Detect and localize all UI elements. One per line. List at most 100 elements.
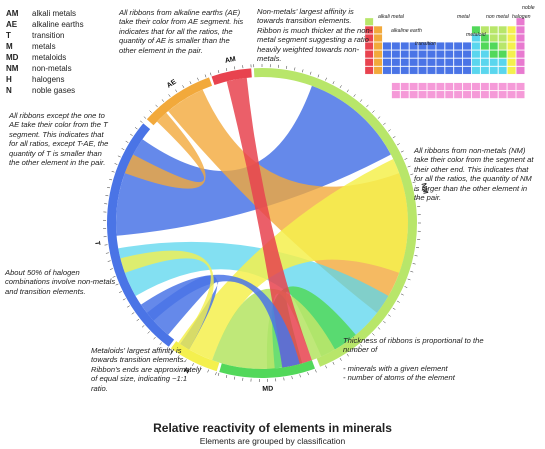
- segment-tick: [353, 349, 356, 352]
- segment-label-h: H: [183, 367, 191, 376]
- legend-name: alkaline earths: [32, 20, 84, 29]
- segment-tick: [207, 369, 209, 373]
- segment-tick: [189, 81, 192, 85]
- segment-tick: [192, 363, 194, 367]
- segment-tick: [215, 372, 217, 376]
- segment-tick: [325, 365, 327, 369]
- legend-item: AE alkaline earths: [6, 19, 84, 30]
- segment-tick: [325, 77, 327, 81]
- segment-tick: [407, 278, 411, 281]
- segment-tick: [414, 189, 418, 191]
- legend-abbr: MD: [6, 53, 19, 62]
- segment-tick: [155, 104, 158, 108]
- legend-abbr: M: [6, 42, 13, 51]
- segment-tick: [107, 260, 111, 262]
- segment-tick: [404, 158, 408, 160]
- segment-tick: [383, 320, 386, 324]
- segment-tick: [114, 163, 118, 165]
- segment-tick: [392, 136, 396, 139]
- segment-tick: [182, 85, 185, 89]
- segment-tick: [168, 94, 171, 97]
- legend-name: noble gases: [32, 86, 76, 95]
- segment-tick: [118, 291, 122, 293]
- legend-name: alkali metals: [32, 9, 77, 18]
- chart-title: Relative reactivity of elements in miner…: [153, 421, 392, 435]
- segment-label-t: T: [93, 241, 101, 247]
- segment-arc-am: [211, 68, 252, 85]
- note-transition: All ribbons except the one to AE take th…: [9, 111, 109, 168]
- segment-tick: [410, 173, 414, 176]
- segment-tick: [134, 127, 138, 130]
- chord-ribbon: [124, 112, 206, 189]
- segment-tick: [111, 170, 115, 173]
- segment-tick: [109, 178, 113, 181]
- chord-ribbon: [140, 274, 300, 368]
- legend-item: NM non-metals: [6, 63, 84, 74]
- segment-tick: [107, 186, 111, 189]
- segment-tick: [204, 74, 207, 78]
- chord-ribbon: [178, 158, 408, 361]
- legend-name: non-metals: [32, 64, 72, 73]
- note-thickness-text: Thickness of ribbons is proportional to …: [343, 336, 484, 355]
- segment-label-md: MD: [262, 386, 273, 393]
- chord-ribbon: [116, 85, 391, 236]
- segment-tick: [346, 89, 349, 93]
- note-nonmetal-affinity: Non-metals' largest affinity is towards …: [257, 7, 373, 64]
- segment-tick: [339, 85, 342, 89]
- segment-tick: [209, 72, 212, 76]
- segment-tick: [161, 99, 165, 102]
- legend-item: AM alkali metals: [6, 8, 84, 19]
- segment-tick: [184, 359, 187, 363]
- segment-tick: [143, 116, 147, 119]
- segment-tick: [414, 255, 418, 257]
- segment-tick: [332, 361, 335, 365]
- legend-item: MD metaloids: [6, 52, 84, 63]
- segment-tick: [302, 69, 304, 73]
- segment-tick: [105, 252, 109, 254]
- note-thickness: Thickness of ribbons is proportional to …: [343, 336, 503, 383]
- segment-tick: [130, 133, 133, 136]
- segment-tick: [217, 372, 220, 376]
- segment-tick: [400, 293, 404, 296]
- segment-tick: [147, 331, 150, 334]
- segment-tick: [121, 148, 125, 150]
- segment-tick: [377, 327, 381, 330]
- segment-arc-t: [106, 123, 175, 347]
- legend-abbr: AE: [6, 20, 18, 29]
- segment-tick: [166, 347, 169, 351]
- legend-abbr: AM: [6, 9, 19, 18]
- segment-tick: [377, 116, 381, 119]
- legend-abbr: N: [6, 86, 12, 95]
- segment-arc-md: [219, 360, 316, 378]
- segment-tick: [396, 143, 400, 146]
- segment-tick: [388, 129, 391, 132]
- chart-subtitle: Elements are grouped by classification: [199, 436, 346, 446]
- segment-label-am: AM: [224, 56, 236, 65]
- note-thickness-item-1: - minerals with a given element: [343, 363, 448, 373]
- segment-tick: [159, 342, 162, 345]
- segment-tick: [404, 286, 408, 288]
- segment-tick: [346, 353, 349, 357]
- segment-tick: [407, 165, 411, 168]
- segment-tick: [412, 181, 416, 183]
- segment-tick: [131, 312, 135, 315]
- segment-tick: [125, 140, 129, 143]
- segment-tick: [396, 300, 400, 303]
- segment-arc-h: [170, 341, 220, 372]
- segment-tick: [294, 67, 296, 71]
- segment-tick: [177, 355, 180, 358]
- segment-tick: [115, 283, 119, 286]
- segment-tick: [141, 325, 145, 328]
- segment-tick: [117, 155, 121, 158]
- segment-tick: [170, 350, 173, 354]
- segment-tick: [112, 276, 116, 278]
- segment-arc-ae: [146, 77, 213, 126]
- note-alkaline-earth: All ribbons from alkaline earths (AE) ta…: [119, 8, 244, 55]
- segment-tick: [225, 68, 228, 72]
- segment-label-nm: NM: [419, 183, 428, 195]
- segment-tick: [388, 314, 391, 317]
- segment-tick: [299, 374, 301, 378]
